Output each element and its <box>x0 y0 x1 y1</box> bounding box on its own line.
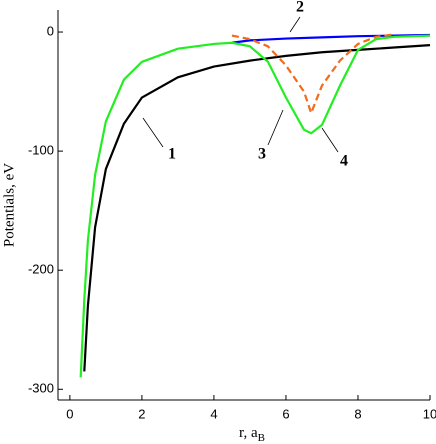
y-tick-label: 0 <box>47 23 54 38</box>
series-line <box>231 33 431 44</box>
y-tick-label: -300 <box>28 381 54 396</box>
series-label: 1 <box>168 146 176 163</box>
y-tick-label: -100 <box>28 143 54 158</box>
series-label: 3 <box>258 146 266 163</box>
series-label: 2 <box>296 0 304 16</box>
label-leader <box>267 109 284 146</box>
x-tick-label: 6 <box>282 406 289 421</box>
x-tick-label: 4 <box>210 406 217 421</box>
x-tick-label: 2 <box>138 406 145 421</box>
x-axis-label: r, aB <box>239 425 265 443</box>
label-leader <box>289 16 301 33</box>
label-leader <box>321 127 339 153</box>
x-tick-label: 8 <box>354 406 361 421</box>
y-axis-label: Potentials, eV <box>1 163 17 247</box>
series-label: 4 <box>340 153 348 170</box>
series-line <box>83 44 431 372</box>
x-axis-label-sub: B <box>258 432 265 444</box>
y-tick-label: -200 <box>28 262 54 277</box>
series-line <box>231 33 395 117</box>
x-tick-label: 10 <box>423 406 436 421</box>
x-tick-label: 0 <box>66 406 73 421</box>
series-line <box>79 34 431 378</box>
label-leader <box>142 117 164 148</box>
x-axis-label-main: r, a <box>239 425 258 441</box>
